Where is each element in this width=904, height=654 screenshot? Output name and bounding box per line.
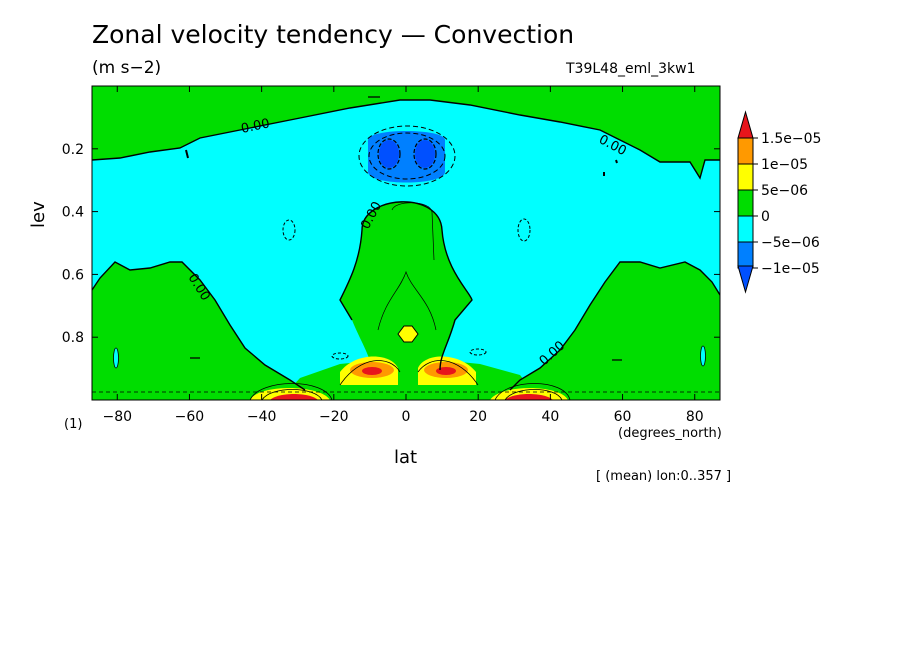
y-tick-label: 0.2 [62,142,84,158]
y-tick-label: 0.8 [62,330,84,346]
polar-spike-north [700,345,706,367]
x-tick-label: 40 [541,409,559,425]
colorbar-segment [737,189,754,217]
polar-spike-south [113,347,119,369]
region-tropical-column [340,201,472,370]
x-tick-label: 60 [614,409,632,425]
x-tick-label: 0 [402,409,411,425]
chart-title: Zonal velocity tendency — Convection [92,20,575,49]
zero-contour-north [509,261,720,391]
negative-contour-outer [358,125,456,187]
colorbar-label: −1e−05 [761,261,820,277]
colorbar-label: 0 [761,209,770,225]
negative-blob-lower-south [331,352,349,360]
colorbar-segment [737,215,754,243]
region-highlat-north [510,262,720,400]
contour-fields [92,86,720,400]
surface-max-north [505,394,553,400]
minimum-core-south [379,140,399,168]
colorbar-cap-bottom [737,265,754,294]
x-tick-label: 20 [469,409,487,425]
zero-contour-south [92,261,306,391]
maximum-contours [339,360,479,386]
colorbar-segment [737,241,754,269]
y-axis-units: (1) [64,417,83,432]
run-id: T39L48_eml_3kw1 [566,61,696,77]
x-tick-label: −20 [319,409,349,425]
colorbar-label: 5e−06 [761,183,808,199]
colorbar-segment [737,163,754,191]
zero-contour-stratosphere [92,99,720,180]
small-contour-fragments [185,149,618,176]
negative-blob-lower-north [469,348,487,356]
surface-max-south [270,394,318,400]
y-tick-label: 0.4 [62,205,84,221]
contour-label: 0.00 [240,116,271,137]
chart-units: (m s−2) [92,58,162,78]
region-highlat-south [92,262,305,400]
colorbar-label: 1.5e−05 [761,131,821,147]
negative-blob-north [517,218,531,242]
x-axis-label: lat [394,447,418,468]
zero-contour-column [339,201,473,371]
x-tick-label: −80 [102,409,132,425]
isolated-maximum [397,325,419,343]
minimum-core-north [415,140,435,168]
x-tick-label: −40 [247,409,277,425]
colorbar-label: 1e−05 [761,157,808,173]
negative-contour-core-south [377,138,401,170]
colorbar-cap-top [737,110,754,139]
x-tick-label: −60 [175,409,205,425]
positive-contour-column-1 [391,202,435,261]
surface-contours [249,383,571,400]
negative-contour-middle [368,132,446,180]
small-contour-dashes [190,96,622,361]
x-tick-label: 80 [686,409,704,425]
y-tick-label: 0.6 [62,267,84,283]
negative-contour-core-north [413,138,437,170]
colorbar-label: −5e−06 [761,235,820,251]
colorbar: 1.5e−05 1e−05 5e−06 0 −5e−06 −1e−05 [737,110,821,294]
x-axis-units: (degrees_north) [618,426,722,441]
maximum-south-red [362,367,382,375]
axes: −80 −60 −40 −20 0 20 40 60 80 0.2 0.4 0.6 0.8 [62,86,720,425]
negative-blob-south [282,219,296,241]
region-stratosphere-positive [92,86,720,178]
averaging-note: [ (mean) lon:0..357 ] [596,469,732,484]
maximum-north-red [436,367,456,375]
colorbar-segment [737,137,754,165]
positive-contour-column-2 [377,270,437,331]
